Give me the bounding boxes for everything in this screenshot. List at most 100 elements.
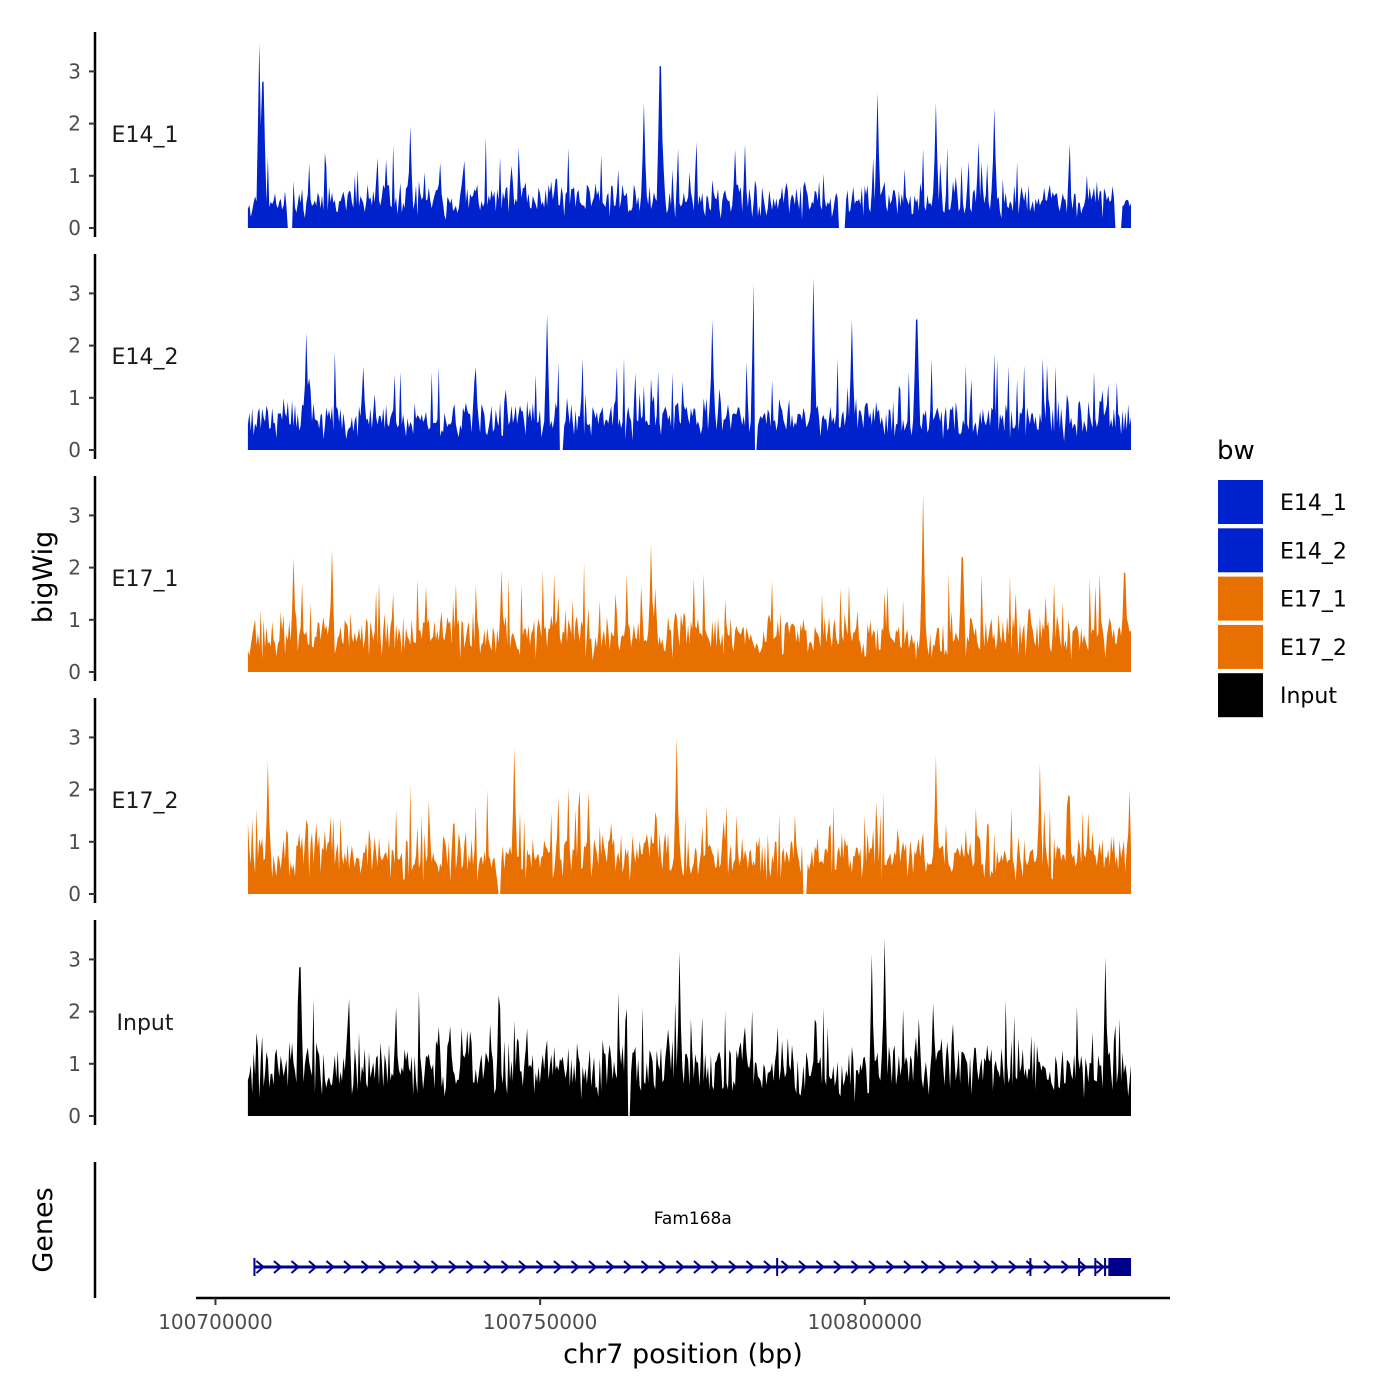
strand-chevron-icon [535, 1260, 545, 1274]
strand-chevron-icon [710, 1260, 720, 1274]
y-tick-label-E14_1-3: 3 [68, 59, 81, 83]
strand-chevron-icon [728, 1260, 738, 1274]
strand-chevron-icon [920, 1260, 930, 1274]
track-label-E17_1: E17_1 [112, 567, 179, 592]
signal-area-E14_2 [247, 277, 1131, 450]
legend-title: bw [1217, 436, 1255, 466]
strand-chevron-icon [623, 1260, 633, 1274]
strand-chevron-icon [1060, 1260, 1070, 1274]
track-label-E14_1: E14_1 [112, 123, 179, 148]
y-axis-title: bigWig [28, 531, 59, 624]
y-tick-label-E14_1-1: 1 [68, 164, 81, 188]
y-tick-label-E17_1-3: 3 [68, 503, 81, 527]
y-tick-label-Input-2: 2 [68, 1000, 81, 1024]
y-tick-label-Input-1: 1 [68, 1052, 81, 1076]
y-tick-label-E17_2-0: 0 [68, 882, 81, 906]
strand-chevron-icon [693, 1260, 703, 1274]
strand-chevron-icon [378, 1260, 388, 1274]
strand-chevron-icon [938, 1260, 948, 1274]
track-label-E17_2: E17_2 [112, 789, 179, 814]
strand-chevron-icon [570, 1260, 580, 1274]
legend-label-E17_2: E17_2 [1280, 636, 1347, 661]
legend-label-E14_2: E14_2 [1280, 539, 1347, 564]
strand-chevron-icon [745, 1260, 755, 1274]
y-tick-label-E14_1-0: 0 [68, 216, 81, 240]
legend-label-E17_1: E17_1 [1280, 588, 1347, 613]
strand-chevron-icon [780, 1260, 790, 1274]
strand-chevron-icon [290, 1260, 300, 1274]
strand-chevron-icon [658, 1260, 668, 1274]
track-label-E14_2: E14_2 [112, 345, 179, 370]
strand-chevron-icon [798, 1260, 808, 1274]
y-tick-label-E17_1-1: 1 [68, 608, 81, 632]
y-tick-label-E14_1-2: 2 [68, 112, 81, 136]
strand-chevron-icon [343, 1260, 353, 1274]
gene-thick-exon [1108, 1258, 1132, 1276]
strand-chevron-icon [325, 1260, 335, 1274]
strand-chevron-icon [815, 1260, 825, 1274]
y-tick-label-E17_2-1: 1 [68, 830, 81, 854]
strand-chevron-icon [500, 1260, 510, 1274]
strand-chevron-icon [413, 1260, 423, 1274]
strand-chevron-icon [1025, 1260, 1035, 1274]
strand-chevron-icon [448, 1260, 458, 1274]
y-tick-label-E14_2-1: 1 [68, 386, 81, 410]
strand-chevron-icon [1095, 1260, 1105, 1274]
strand-chevron-icon [465, 1260, 475, 1274]
genes-axis-title: Genes [28, 1187, 59, 1272]
strand-chevron-icon [430, 1260, 440, 1274]
y-tick-label-E17_2-2: 2 [68, 778, 81, 802]
strand-chevron-icon [273, 1260, 283, 1274]
y-tick-label-E17_1-2: 2 [68, 556, 81, 580]
legend-swatch-E14_2 [1218, 528, 1263, 573]
strand-chevron-icon [640, 1260, 650, 1274]
y-tick-label-E17_1-0: 0 [68, 660, 81, 684]
x-axis-title: chr7 position (bp) [563, 1339, 803, 1370]
x-tick-label-100800000: 100800000 [808, 1310, 923, 1334]
x-tick-label-100700000: 100700000 [158, 1310, 273, 1334]
strand-chevron-icon [1043, 1260, 1053, 1274]
legend-swatch-E17_1 [1218, 576, 1263, 621]
strand-chevron-icon [1078, 1260, 1088, 1274]
strand-chevron-icon [1008, 1260, 1018, 1274]
signal-area-E14_1 [247, 42, 1131, 229]
y-tick-label-Input-3: 3 [68, 947, 81, 971]
legend-label-E14_1: E14_1 [1280, 491, 1347, 516]
gene-name-label: Fam168a [654, 1209, 732, 1229]
strand-chevron-icon [990, 1260, 1000, 1274]
y-tick-label-Input-0: 0 [68, 1104, 81, 1128]
strand-chevron-icon [308, 1260, 318, 1274]
strand-chevron-icon [903, 1260, 913, 1274]
strand-chevron-icon [255, 1260, 265, 1274]
strand-chevron-icon [763, 1260, 773, 1274]
track-label-Input: Input [117, 1011, 174, 1036]
strand-chevron-icon [395, 1260, 405, 1274]
legend-label-Input: Input [1280, 684, 1337, 709]
strand-chevron-icon [973, 1260, 983, 1274]
strand-chevron-icon [360, 1260, 370, 1274]
strand-chevron-icon [833, 1260, 843, 1274]
y-tick-label-E14_2-3: 3 [68, 281, 81, 305]
y-tick-label-E14_2-2: 2 [68, 334, 81, 358]
legend-swatch-Input [1218, 673, 1263, 718]
y-tick-label-E14_2-0: 0 [68, 438, 81, 462]
strand-chevron-icon [518, 1260, 528, 1274]
strand-chevron-icon [483, 1260, 493, 1274]
x-tick-label-100750000: 100750000 [483, 1310, 598, 1334]
signal-area-E17_1 [247, 494, 1131, 672]
strand-chevron-icon [868, 1260, 878, 1274]
strand-chevron-icon [675, 1260, 685, 1274]
signal-area-E17_2 [247, 737, 1131, 894]
legend-swatch-E17_2 [1218, 624, 1263, 669]
strand-chevron-icon [553, 1260, 563, 1274]
y-tick-label-E17_2-3: 3 [68, 725, 81, 749]
strand-chevron-icon [588, 1260, 598, 1274]
signal-area-Input [247, 938, 1131, 1116]
strand-chevron-icon [850, 1260, 860, 1274]
strand-chevron-icon [955, 1260, 965, 1274]
legend-swatch-E14_1 [1218, 480, 1263, 524]
strand-chevron-icon [885, 1260, 895, 1274]
strand-chevron-icon [605, 1260, 615, 1274]
